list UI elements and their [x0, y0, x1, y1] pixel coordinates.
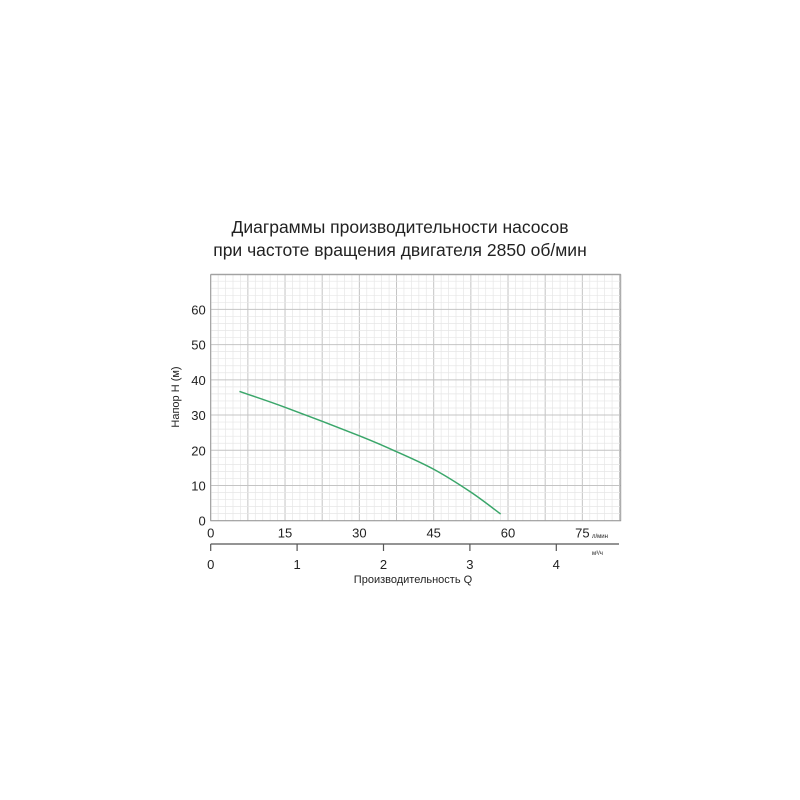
chart-title-line-2: при частоте вращения двигателя 2850 об/м…: [213, 240, 587, 260]
y-tick-label: 60: [191, 302, 205, 317]
grid: [210, 273, 621, 522]
x-tick-label: 0: [207, 526, 214, 541]
y-tick-label: 40: [191, 373, 205, 388]
x-tick-label: 30: [352, 526, 366, 541]
y-tick-label: 20: [191, 443, 205, 458]
x-axis-label: Производительность Q: [354, 574, 473, 586]
plot-frame: [210, 274, 622, 522]
chart-title-line-1: Диаграммы производительности насосов: [231, 217, 569, 237]
x-tick-label: 60: [501, 526, 515, 541]
x2-tick-label: 2: [380, 557, 387, 572]
x2-tick-label: 3: [466, 557, 473, 572]
x-tick-label: 45: [426, 526, 440, 541]
x-tick-label: 15: [278, 526, 292, 541]
x2-tick-label: 0: [207, 557, 214, 572]
y-tick-label: 0: [198, 514, 205, 529]
y-tick-label: 10: [191, 478, 205, 493]
x-tick-label: 75: [575, 526, 589, 541]
x2-tick-label: 1: [293, 557, 300, 572]
pump-curve-line: [239, 390, 502, 515]
y-tick-label: 50: [191, 338, 205, 353]
x-unit-primary: л/мин: [592, 534, 608, 540]
x-unit-secondary: м³/ч: [592, 551, 603, 557]
x2-tick-label: 4: [553, 557, 560, 572]
y-axis-label: Напор H (м): [170, 366, 182, 427]
y-tick-label: 30: [191, 408, 205, 423]
